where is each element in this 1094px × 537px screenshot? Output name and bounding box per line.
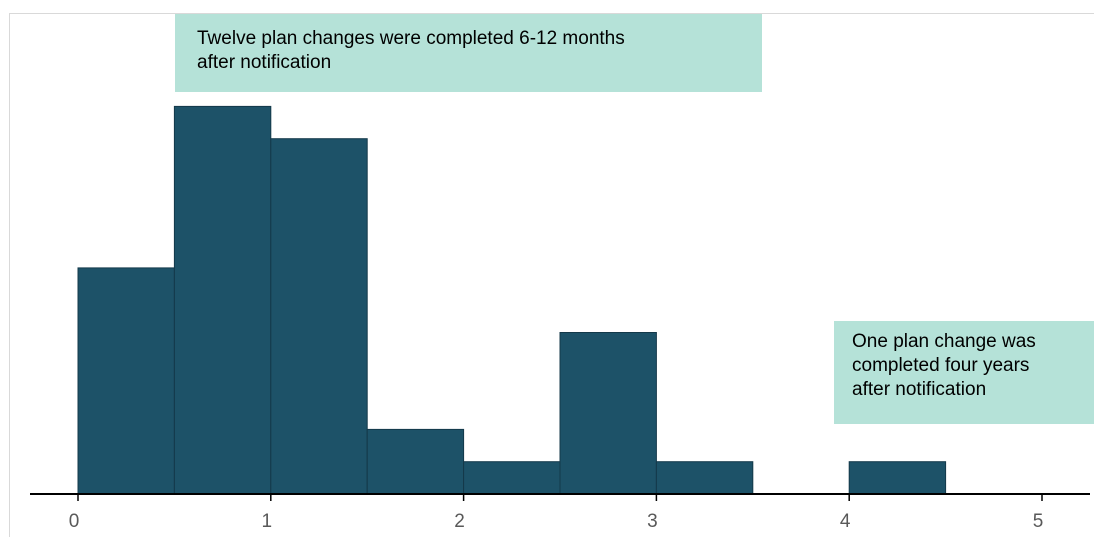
histogram-bar-4 — [463, 461, 561, 495]
x-tick-label-0: 0 — [69, 511, 80, 532]
x-ticks-group: 0 1 2 3 4 5 — [69, 494, 1044, 532]
x-tick-label-1: 1 — [262, 511, 273, 532]
annotation-four-years-line-2: completed four years — [852, 355, 1030, 376]
annotation-twelve-changes: Twelve plan changes were completed 6-12 … — [175, 14, 762, 92]
chart-frame — [9, 13, 1094, 537]
histogram-bar-2 — [270, 138, 368, 495]
bars-group — [77, 105, 947, 495]
x-tick-label-4: 4 — [840, 511, 851, 532]
histogram-bar-1 — [173, 105, 272, 495]
annotation-four-years-line-3: after notification — [852, 379, 987, 400]
annotation-twelve-changes-line-1: Twelve plan changes were completed 6-12 … — [197, 28, 625, 49]
x-tick-label-5: 5 — [1033, 511, 1044, 532]
histogram-bar-3 — [366, 428, 465, 495]
histogram-bar-8 — [848, 461, 947, 495]
histogram-bar-0 — [77, 267, 175, 495]
annotation-twelve-changes-line-2: after notification — [197, 52, 332, 73]
annotation-four-years-line-1: One plan change was — [852, 331, 1036, 352]
histogram-bar-6 — [655, 461, 754, 495]
annotation-four-years: One plan change was completed four years… — [834, 321, 1094, 424]
x-tick-label-3: 3 — [647, 511, 658, 532]
histogram-bar-5 — [559, 332, 657, 495]
x-tick-label-2: 2 — [454, 511, 465, 532]
